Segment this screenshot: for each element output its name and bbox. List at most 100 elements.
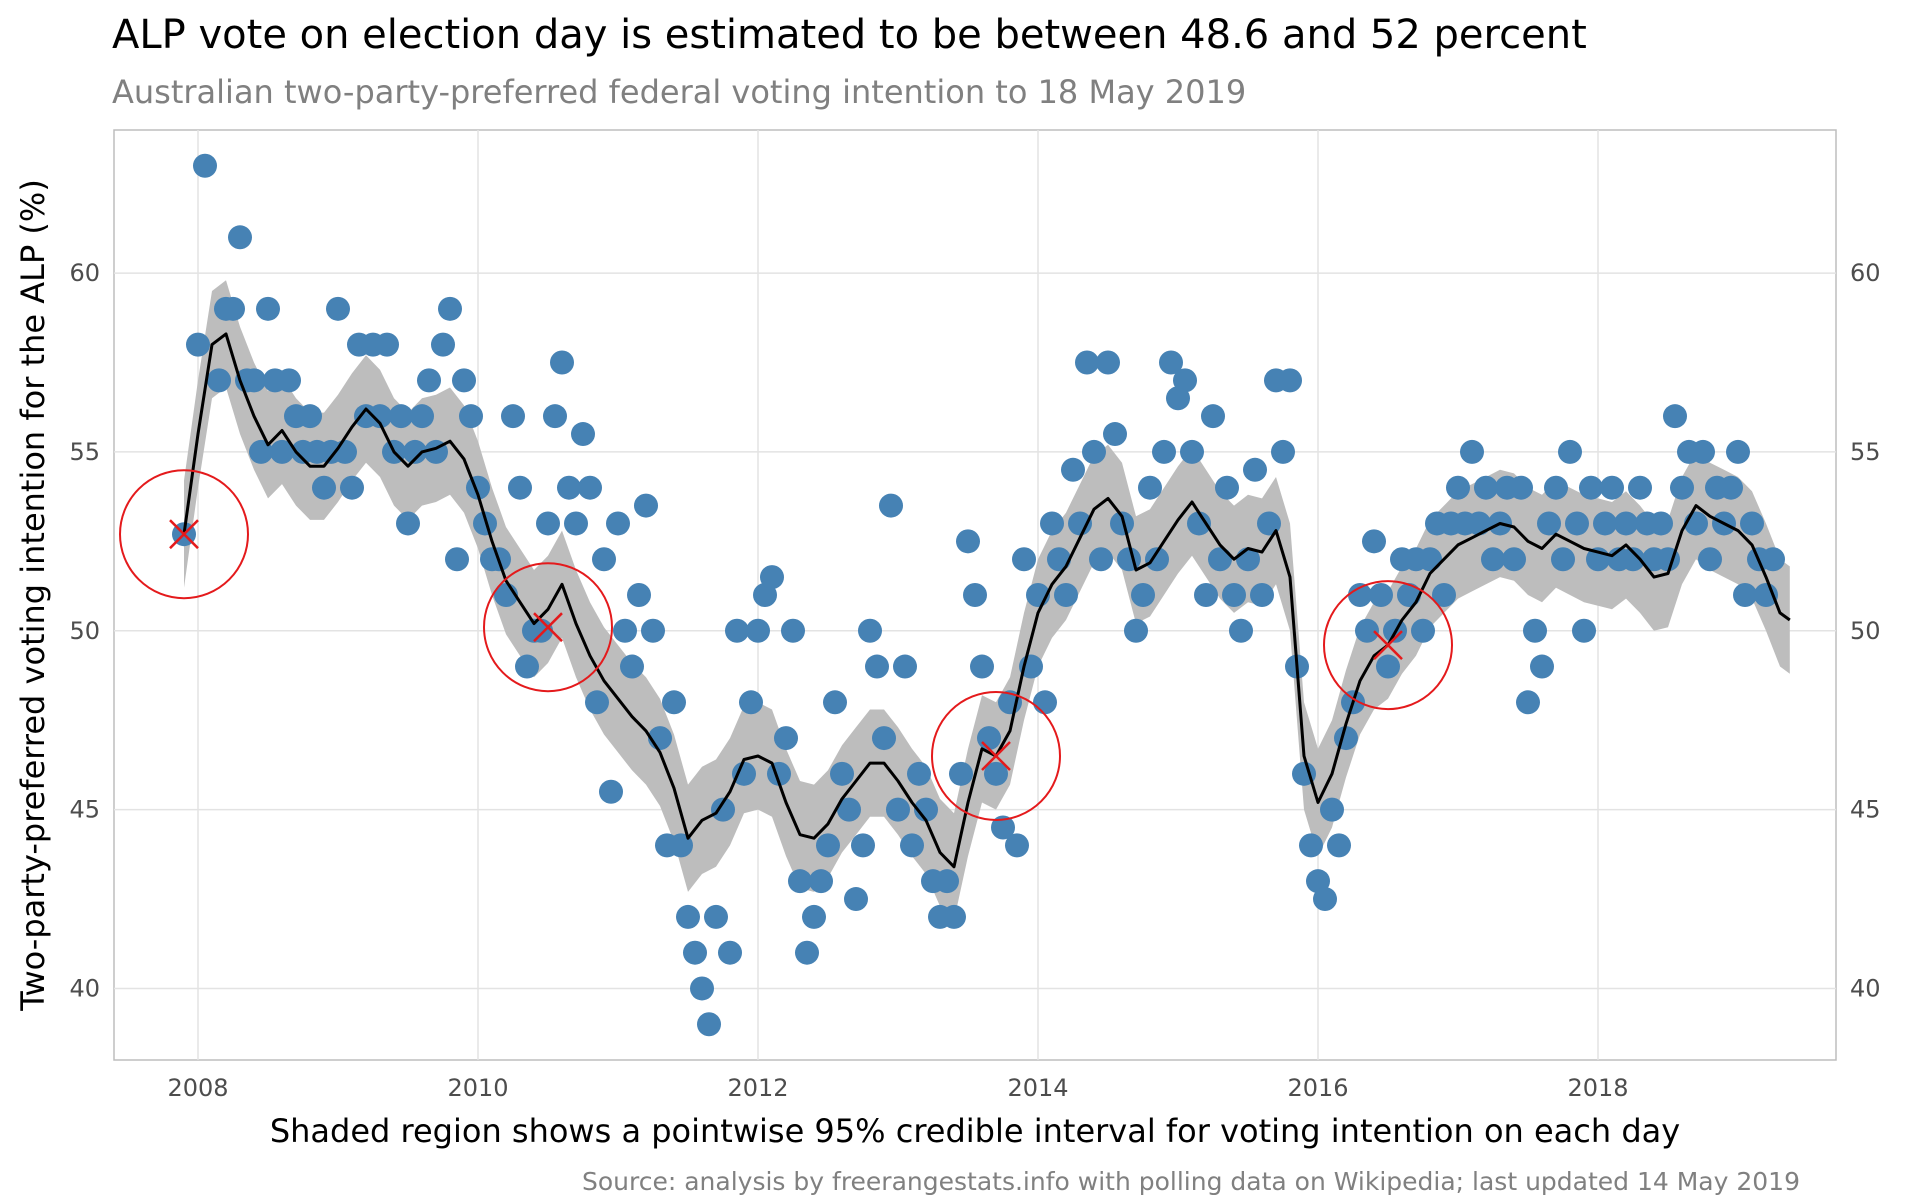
poll-point [1012, 547, 1036, 572]
x-tick-label: 2010 [447, 1074, 508, 1102]
poll-point [725, 618, 749, 643]
y-tick-label-left: 50 [69, 617, 100, 645]
poll-point [515, 654, 539, 679]
poll-point [942, 904, 966, 929]
poll-point [389, 404, 413, 429]
poll-point [1278, 368, 1302, 393]
poll-point [1733, 583, 1757, 607]
poll-point [1040, 511, 1064, 536]
poll-point [676, 904, 700, 929]
poll-point [1348, 583, 1372, 607]
poll-point [1649, 511, 1673, 536]
poll-point [1740, 511, 1764, 536]
poll-point [1481, 547, 1505, 572]
poll-point [1334, 726, 1358, 751]
poll-point [1418, 547, 1442, 572]
poll-point [1537, 511, 1561, 536]
estimate-path [182, 332, 1791, 869]
poll-point [1194, 583, 1218, 607]
y-axis-title: Two-party-preferred voting intention for… [14, 179, 52, 1012]
poll-point [1152, 439, 1176, 464]
poll-point [571, 422, 595, 447]
x-tick-label: 2012 [727, 1074, 788, 1102]
poll-point [410, 404, 434, 429]
poll-point [557, 475, 581, 500]
poll-point [1397, 583, 1421, 607]
poll-point [963, 583, 987, 607]
x-tick-label: 2016 [1287, 1074, 1348, 1102]
y-tick-label-right: 60 [1850, 259, 1881, 287]
poll-point [1509, 475, 1533, 500]
poll-point [1691, 439, 1715, 464]
poll-point [1628, 475, 1652, 500]
poll-point [564, 511, 588, 536]
poll-point [1187, 511, 1211, 536]
poll-point [1558, 439, 1582, 464]
poll-point [1320, 797, 1344, 822]
poll-point [1719, 475, 1743, 500]
poll-point [1096, 350, 1120, 375]
poll-point [858, 618, 882, 643]
y-tick-label-left: 40 [69, 974, 100, 1002]
chart-caption: Source: analysis by freerangestats.info … [582, 1167, 1800, 1196]
poll-point [1222, 583, 1246, 607]
poll-point [1159, 350, 1183, 375]
poll-point [1299, 833, 1323, 858]
poll-point [221, 296, 245, 321]
poll-point [907, 761, 931, 786]
poll-point [886, 797, 910, 822]
poll-point [1327, 833, 1351, 858]
poll-point [1103, 422, 1127, 447]
election-cross [169, 519, 199, 550]
y-tick-label-left: 45 [69, 796, 100, 824]
poll-point [1124, 618, 1148, 643]
election-circle [483, 562, 613, 693]
poll-point [1033, 690, 1057, 715]
poll-point [207, 368, 231, 393]
poll-point [704, 904, 728, 929]
poll-point [1544, 475, 1568, 500]
poll-point [879, 493, 903, 518]
poll-point [1362, 529, 1386, 554]
poll-point [298, 404, 322, 429]
election-cross [981, 741, 1011, 771]
y-tick-label-right: 50 [1850, 617, 1881, 645]
poll-point [613, 618, 637, 643]
election-circle [931, 690, 1061, 821]
poll-point [543, 404, 567, 429]
poll-point [403, 439, 427, 464]
poll-point [445, 547, 469, 572]
poll-point [249, 439, 273, 464]
poll-point [417, 368, 441, 393]
poll-point [1082, 439, 1106, 464]
poll-point [1061, 457, 1085, 482]
poll-point [256, 296, 280, 321]
poll-point [662, 690, 686, 715]
poll-point [690, 976, 714, 1001]
x-tick-label: 2018 [1567, 1074, 1628, 1102]
poll-point [1110, 511, 1134, 536]
poll-point [1243, 457, 1267, 482]
poll-point [634, 493, 658, 518]
poll-point [900, 833, 924, 858]
poll-point [872, 726, 896, 751]
election-cross [1373, 630, 1403, 660]
poll-point [1516, 690, 1540, 715]
poll-point [1257, 511, 1281, 536]
chart-title: ALP vote on election day is estimated to… [112, 12, 1587, 58]
election-markers [119, 469, 1453, 821]
poll-point [599, 779, 623, 804]
poll-point [1572, 618, 1596, 643]
poll-point [774, 726, 798, 751]
poll-point [1530, 654, 1554, 679]
election-cross [533, 612, 563, 643]
poll-point [914, 797, 938, 822]
poll-points [172, 153, 1785, 1037]
poll-point [1138, 475, 1162, 500]
poll-point [1075, 350, 1099, 375]
poll-point [1600, 475, 1624, 500]
poll-point [1621, 547, 1645, 572]
poll-point [1173, 368, 1197, 393]
poll-point [970, 654, 994, 679]
